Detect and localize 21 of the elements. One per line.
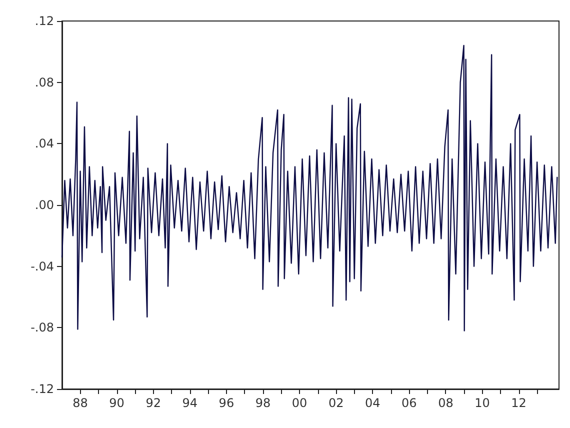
y-tick-label: .04 (34, 136, 54, 151)
x-tick-label: 10 (474, 396, 490, 410)
x-tick-label: 06 (402, 396, 417, 410)
x-tick-label: 92 (146, 396, 161, 410)
x-tick-label: 08 (438, 396, 454, 410)
y-tick-label: -.04 (30, 259, 54, 274)
line-series (61, 44, 558, 332)
x-tick-label: 90 (109, 396, 124, 410)
x-tick-label: 12 (511, 396, 526, 410)
y-tick-label: .12 (34, 14, 54, 28)
y-tick-label: -.08 (30, 320, 54, 335)
x-tick-label: 88 (72, 396, 88, 410)
y-tick-label: .08 (34, 75, 54, 90)
x-tick-label: 98 (255, 396, 271, 410)
x-tick-label: 96 (218, 396, 234, 410)
x-tick-label: 94 (182, 396, 198, 410)
x-tick-label: 04 (364, 396, 380, 410)
x-tick-label: 02 (328, 396, 344, 410)
y-tick-label: .00 (34, 198, 54, 212)
x-tick-label: 00 (292, 396, 308, 410)
y-tick-label: -.12 (30, 382, 54, 396)
